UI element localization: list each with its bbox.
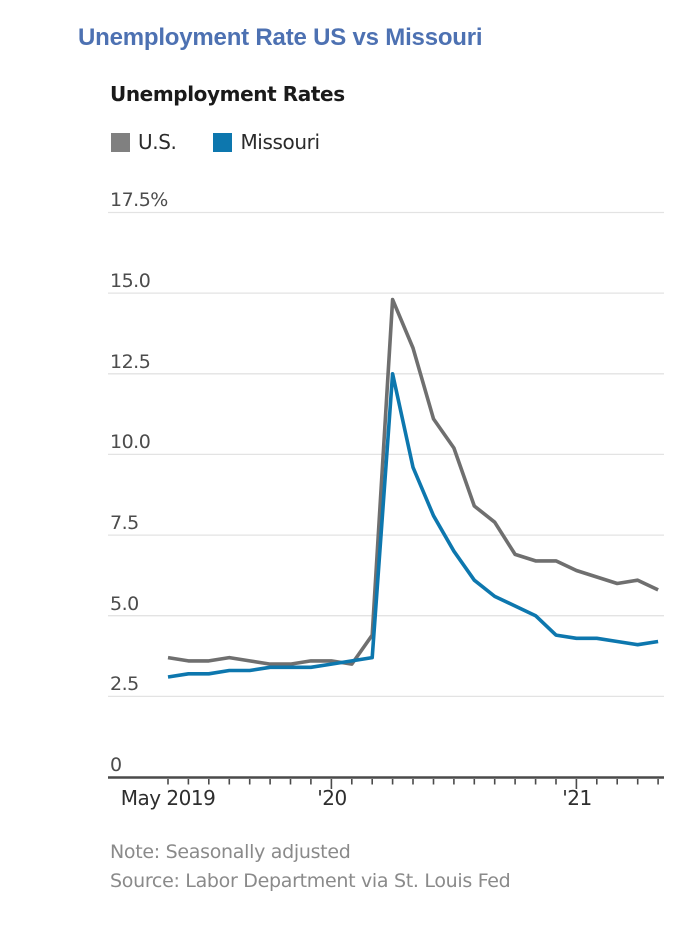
chart-title: Unemployment Rates <box>110 82 345 106</box>
missouri-swatch-icon <box>213 132 233 152</box>
y-axis-label: 17.5% <box>110 189 168 211</box>
legend-item-missouri: Missouri <box>213 130 320 154</box>
x-axis-label: '21 <box>562 786 592 810</box>
y-axis-label: 2.5 <box>110 673 139 695</box>
legend-label-us: U.S. <box>138 130 177 154</box>
legend-item-us: U.S. <box>111 130 177 154</box>
missouri-line <box>167 371 659 679</box>
page-title: Unemployment Rate US vs Missouri <box>78 24 483 51</box>
y-axis-label: 10.0 <box>110 431 151 453</box>
x-axis-label: May 2019 <box>120 786 216 810</box>
chart-source: Source: Labor Department via St. Louis F… <box>110 870 511 892</box>
x-axis-label: '20 <box>317 786 347 810</box>
legend-label-missouri: Missouri <box>240 130 320 154</box>
chart-legend: U.S. Missouri <box>111 130 320 154</box>
y-axis-label: 12.5 <box>110 351 151 373</box>
y-axis-label: 5.0 <box>110 593 139 615</box>
us-line <box>167 297 659 666</box>
chart-note: Note: Seasonally adjusted <box>110 841 351 863</box>
us-swatch-icon <box>111 132 130 152</box>
y-axis-label: 0 <box>110 754 122 776</box>
y-axis-label: 15.0 <box>110 270 151 292</box>
y-axis-label: 7.5 <box>110 512 139 534</box>
